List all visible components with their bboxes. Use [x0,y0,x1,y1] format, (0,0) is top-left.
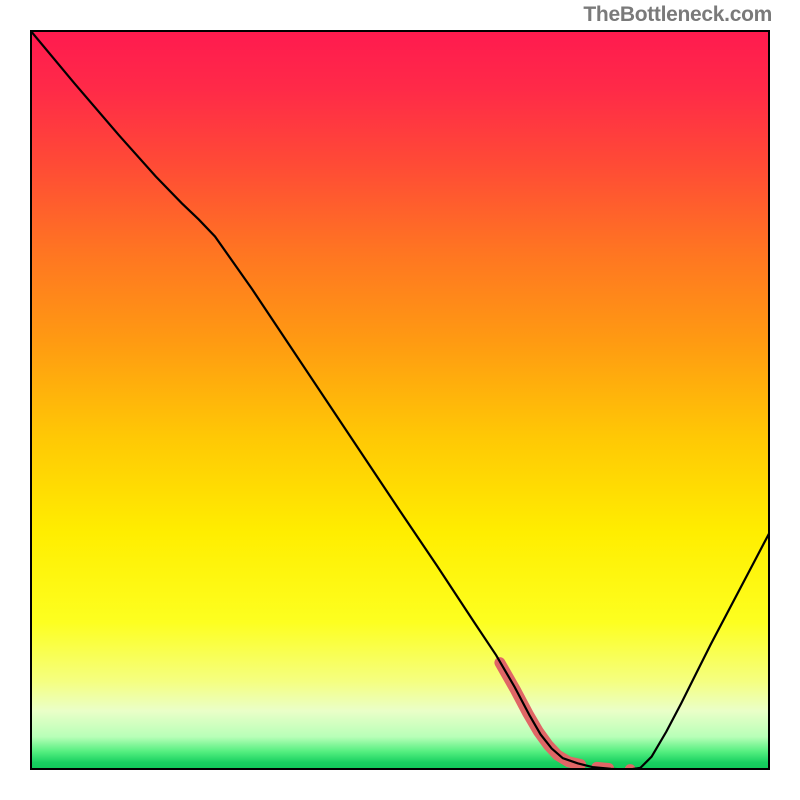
chart-lines-layer [30,30,770,770]
watermark: TheBottleneck.com [583,3,772,27]
chart-area [30,30,770,770]
main-curve [30,30,770,770]
highlight-trace [500,663,636,770]
